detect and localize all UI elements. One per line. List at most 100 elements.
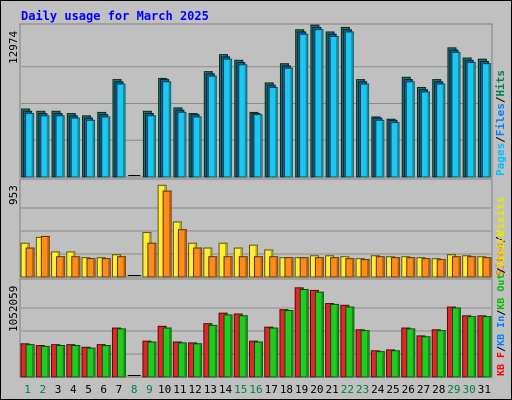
pages-files-hits-legend-entry: Files xyxy=(494,103,507,136)
visits-sites-bar-sites xyxy=(345,258,355,278)
day-label: 5 xyxy=(85,383,92,396)
visits-sites-bar-sites xyxy=(375,256,385,278)
pages-files-hits-bar-pages xyxy=(101,116,111,178)
kb-legend-entry: / xyxy=(496,310,507,316)
kb-bar-kb-out xyxy=(314,291,324,378)
kb-bar-kb-out xyxy=(25,344,35,378)
panel-visits-sites: 953 Sites/Visits xyxy=(7,178,507,278)
visits-sites-bar-sites xyxy=(40,235,50,278)
pages-files-hits-bar-pages xyxy=(360,83,370,178)
panel-pages-files-hits-legend: Pages/Files/Hits xyxy=(494,70,507,176)
day-label: 2 xyxy=(40,383,47,396)
kb-bar-kb-out xyxy=(238,315,248,378)
visits-sites-bar-sites xyxy=(391,257,401,278)
kb-legend-entry: KB Out xyxy=(496,274,507,310)
kb-bar-kb-out xyxy=(421,336,431,378)
pages-files-hits-bar-pages xyxy=(238,64,248,178)
kb-bar-kb-out xyxy=(101,345,111,378)
kb-bar-kb-out xyxy=(482,316,492,378)
day-label: 25 xyxy=(386,383,399,396)
visits-sites-bar-sites xyxy=(101,258,111,278)
day-label: 17 xyxy=(265,383,278,396)
day-label: 14 xyxy=(219,383,233,396)
day-label: 24 xyxy=(371,383,385,396)
visits-sites-bar-sites xyxy=(451,256,461,278)
visits-sites-bar-sites xyxy=(208,256,218,278)
visits-sites-bar-sites xyxy=(162,190,172,278)
visits-sites-bar-sites xyxy=(132,275,141,276)
day-label: 31 xyxy=(478,383,491,396)
kb-bar-kb-out xyxy=(345,306,355,378)
kb-bar-kb-out xyxy=(116,328,126,378)
visits-sites-bar-sites xyxy=(436,259,446,278)
kb-bar-kb-out xyxy=(71,345,81,378)
pages-files-hits-bar-pages xyxy=(146,115,156,178)
day-label: 4 xyxy=(70,383,77,396)
pages-files-hits-bar-pages xyxy=(436,83,446,178)
day-label: 20 xyxy=(310,383,323,396)
day-labels: 1 2 3 4 5 6 7 8 9 10 11 12 13 14 15 16 17 18 19 20 21 22 23 24 2… xyxy=(24,383,491,396)
pages-files-hits-legend-entry: Hits xyxy=(494,70,507,97)
visits-sites-bar-sites xyxy=(238,256,248,278)
kb-legend-entry: Visits xyxy=(495,231,507,267)
kb-bar-kb-out xyxy=(436,330,446,378)
kb-bar-kb-out xyxy=(284,310,294,378)
visits-sites-bar-sites xyxy=(116,256,126,278)
day-label: 19 xyxy=(295,383,308,396)
visits-sites-bar-sites xyxy=(284,257,294,278)
kb-bar-kb-out xyxy=(40,345,50,378)
visits-sites-bar-sites xyxy=(360,259,370,278)
day-label: 28 xyxy=(432,383,445,396)
kb-bar-kb-out xyxy=(177,342,187,378)
pages-files-hits-bar-pages xyxy=(162,81,172,178)
visits-sites-legend-entry: Sites xyxy=(494,243,507,276)
kb-bar-kb-out xyxy=(254,341,263,378)
day-label: 13 xyxy=(204,383,217,396)
kb-bar-kb-out xyxy=(330,303,340,378)
day-label: 10 xyxy=(158,383,171,396)
pages-files-hits-bar-pages xyxy=(70,117,80,178)
visits-sites-bar-sites xyxy=(314,257,324,278)
panel-visits-sites-max-label: 953 xyxy=(7,185,20,205)
chart-title: Daily usage for March 2025 xyxy=(21,9,209,23)
pages-files-hits-bar-pages xyxy=(481,63,491,178)
pages-files-hits-legend-entry: / xyxy=(494,136,507,143)
pages-files-hits-bar-pages xyxy=(420,91,430,178)
pages-files-hits-bar-pages xyxy=(86,119,96,178)
visits-sites-bar-sites xyxy=(467,256,477,278)
kb-bar-kb-out xyxy=(360,330,370,378)
day-label: 23 xyxy=(356,383,369,396)
panel-visits-sites-bars xyxy=(20,184,492,278)
visits-sites-bar-sites xyxy=(299,257,309,278)
pages-files-hits-bar-pages xyxy=(40,115,50,178)
pages-files-hits-bar-pages xyxy=(253,114,263,178)
visits-sites-legend-entry: Visits xyxy=(494,197,507,237)
day-label: 7 xyxy=(116,383,123,396)
kb-bar-kb-out xyxy=(391,350,401,378)
visits-sites-bar-visits xyxy=(127,275,136,276)
visits-sites-bar-sites xyxy=(56,256,66,278)
pages-files-hits-bar-pages xyxy=(283,67,293,178)
visits-sites-bar-sites xyxy=(147,242,157,278)
kb-bar-kb-out xyxy=(269,327,279,378)
panel-kb-bars xyxy=(20,287,492,378)
day-label: 22 xyxy=(341,383,354,396)
visits-sites-bar-sites xyxy=(223,256,233,278)
day-label: 18 xyxy=(280,383,293,396)
panel-kb: 1052059 KB F/KB In/KB Out/Visits xyxy=(7,231,507,378)
day-label: 27 xyxy=(417,383,430,396)
pages-files-hits-bar-pages xyxy=(405,81,415,178)
pages-files-hits-bar-pages xyxy=(223,58,233,178)
pages-files-hits-bar-pages xyxy=(116,83,126,178)
pages-files-hits-bar-pages xyxy=(466,62,476,178)
kb-bar-kb-out xyxy=(375,351,385,378)
kb-bar-kb-out xyxy=(132,375,141,376)
panel-pages-files-hits-bars xyxy=(21,24,491,178)
panel-visits-sites-legend: Sites/Visits xyxy=(494,197,507,277)
kb-bar-kb-out xyxy=(162,327,172,378)
pages-files-hits-bar-pages xyxy=(207,75,217,178)
pages-files-hits-bar-pages xyxy=(314,29,324,178)
day-label: 16 xyxy=(249,383,262,396)
pages-files-hits-legend-entry: / xyxy=(494,96,507,103)
